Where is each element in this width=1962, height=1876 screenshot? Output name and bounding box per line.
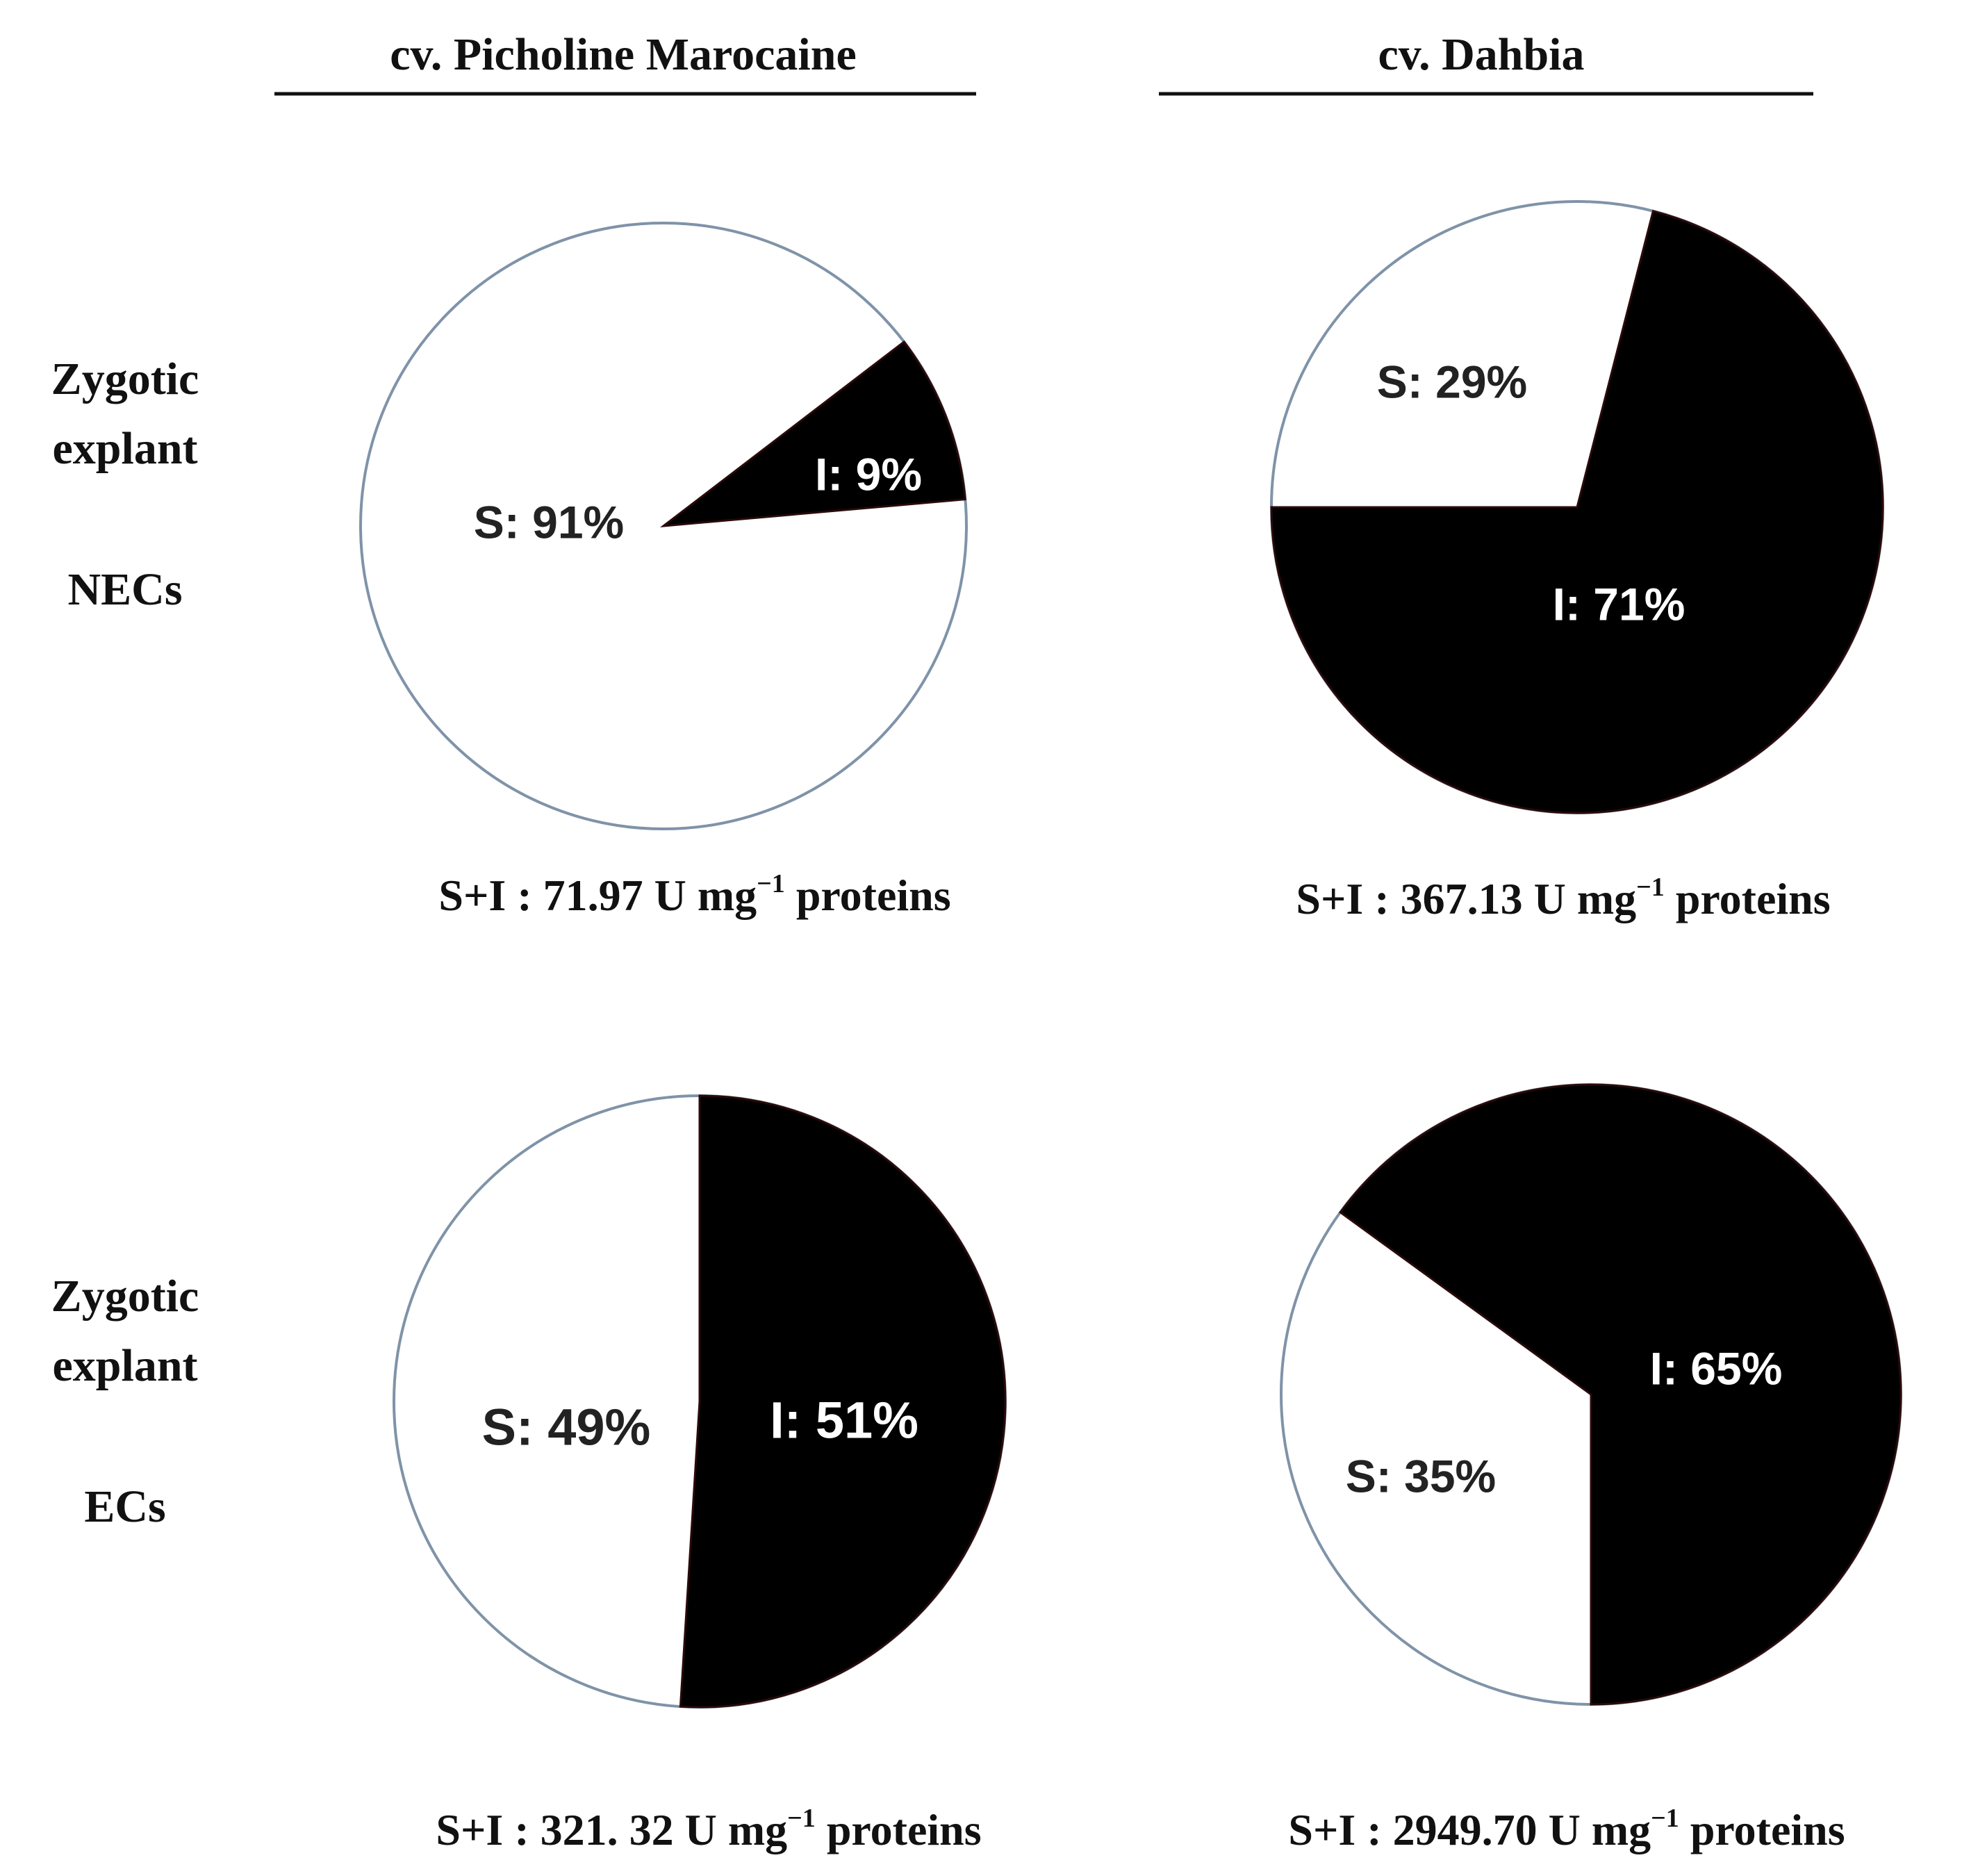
pie-slice-i (1270, 209, 1884, 814)
pie-slice-label-i: I: 71% (1553, 578, 1685, 630)
total-activity-label: S+I : 2949.70 U mg−1 proteins (1288, 1804, 1845, 1854)
row-label-line: explant (52, 1340, 197, 1391)
column-header-picholine: cv. Picholine Marocaine (390, 29, 857, 80)
pie-slice-label-s: S: 91% (474, 496, 624, 548)
pie-chart-dahbia-necs: S: 29% I: 71% (1270, 200, 1884, 814)
total-activity-label: S+I : 71.97 U mg−1 proteins (438, 869, 950, 920)
pie-slice-label-s: S: 35% (1346, 1450, 1496, 1501)
total-activity-label: S+I : 367.13 U mg−1 proteins (1296, 873, 1830, 923)
total-activity-label: S+I : 321. 32 U mg−1 proteins (436, 1804, 981, 1854)
row-label-line: Zygotic (51, 354, 199, 404)
row-label-necs: Zygotic explant NECs (51, 354, 199, 615)
pie-slice-label-i: I: 65% (1650, 1342, 1783, 1394)
row-label-line: Zygotic (51, 1271, 199, 1322)
pie-slice-label-s: S: 49% (482, 1399, 651, 1456)
row-label-line: explant (52, 423, 197, 474)
pie-chart-picholine-necs: S: 91% I: 9% (359, 222, 968, 830)
pie-chart-picholine-ecs: S: 49% I: 51% (393, 1094, 1007, 1709)
pie-slice-i (1339, 1083, 1902, 1706)
pie-chart-dahbia-ecs: S: 35% I: 65% (1280, 1083, 1902, 1706)
column-header-dahbia: cv. Dahbia (1378, 29, 1584, 80)
pie-slice-label-i: I: 51% (770, 1392, 918, 1449)
pie-slice-i (659, 340, 966, 527)
row-label-line: NECs (67, 564, 182, 615)
pie-slice-i (679, 1094, 1007, 1709)
pie-slice-label-i: I: 9% (815, 448, 922, 500)
row-label-ecs: Zygotic explant ECs (51, 1271, 199, 1532)
pie-slice-label-s: S: 29% (1377, 356, 1527, 407)
row-label-line: ECs (84, 1481, 165, 1532)
